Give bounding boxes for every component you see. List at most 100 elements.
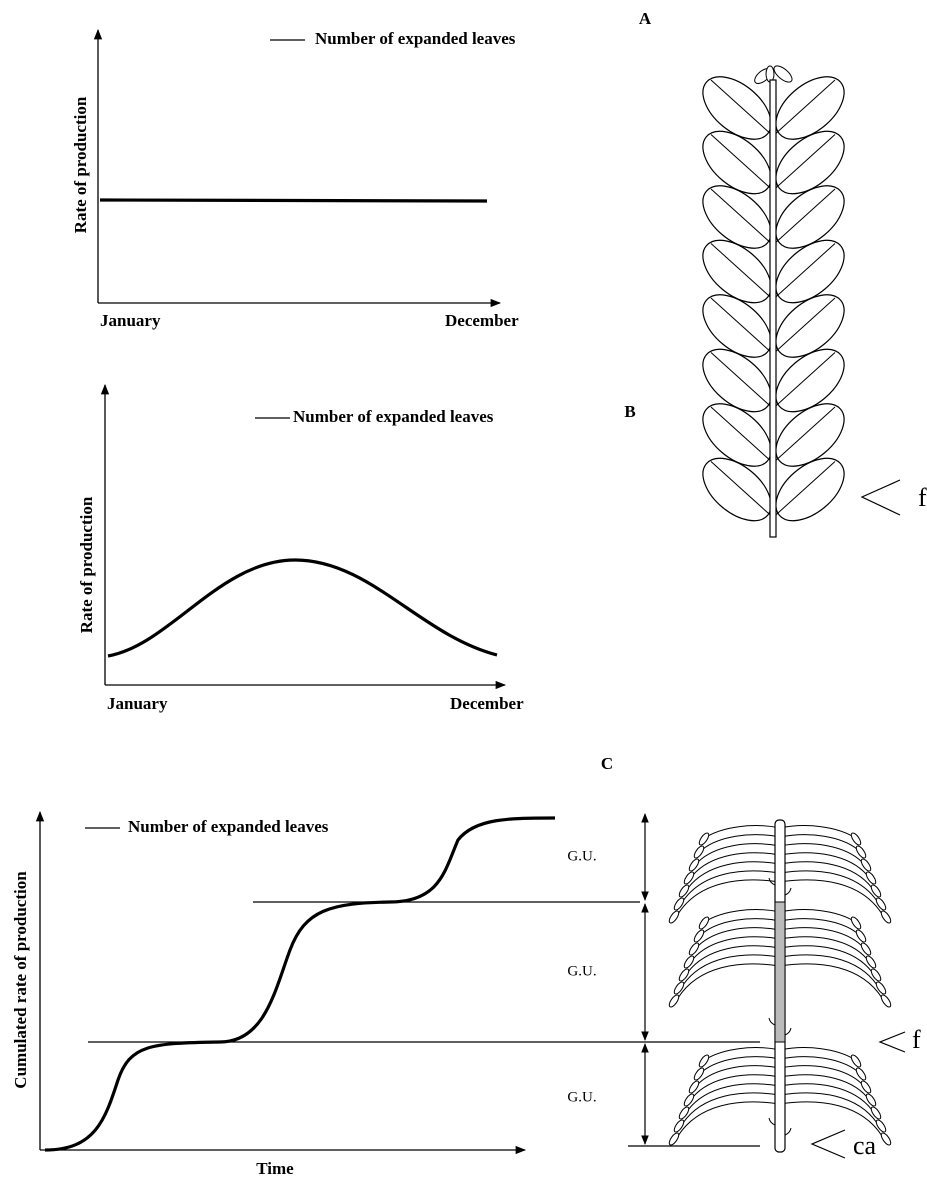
y-axis-label: Rate of production	[77, 496, 96, 633]
cataphyll	[784, 1027, 792, 1036]
leaflet-vein	[772, 297, 836, 355]
leaflet	[668, 1132, 680, 1146]
annotation: f	[912, 1025, 921, 1054]
y-axis-label: Cumulated rate of production	[11, 871, 30, 1089]
leaflet	[688, 1080, 700, 1094]
x-start-label: January	[100, 311, 161, 330]
leaflet-vein	[710, 352, 774, 409]
panel-label: C	[601, 754, 613, 773]
frond	[779, 927, 863, 947]
x-end-label: December	[450, 694, 524, 713]
leaflet	[865, 1093, 877, 1107]
arrow	[810, 1129, 846, 1159]
leaflet	[702, 403, 772, 467]
leaflet	[693, 929, 705, 943]
bud	[773, 65, 793, 83]
leaflet	[850, 832, 862, 846]
frond	[779, 963, 883, 999]
frond	[707, 825, 781, 837]
leaflet	[870, 1106, 882, 1120]
frond	[779, 1056, 858, 1072]
leaflet	[775, 239, 845, 304]
leaflet-vein	[772, 79, 836, 137]
frond	[707, 909, 781, 921]
leaflet	[855, 1067, 867, 1081]
leaflet	[698, 832, 710, 846]
annotation: ca	[853, 1131, 877, 1160]
frond	[682, 1092, 781, 1124]
leaflet	[850, 1054, 862, 1068]
leaflet	[775, 457, 845, 522]
leaflet-vein	[772, 461, 836, 518]
frond	[779, 879, 883, 915]
cataphyll	[768, 877, 776, 886]
leaflet	[702, 76, 772, 140]
leaflet	[875, 981, 887, 995]
leaflet	[678, 884, 690, 898]
leaflet-vein	[710, 406, 774, 464]
leaflet-vein	[710, 134, 774, 191]
panel-label: A	[639, 9, 652, 28]
frond	[677, 963, 781, 999]
leaflet	[860, 942, 872, 956]
leaflet-vein	[772, 188, 836, 246]
leaflet	[855, 845, 867, 859]
frond	[702, 1056, 781, 1072]
frond	[779, 945, 873, 973]
leaflet	[775, 348, 845, 413]
curve	[99, 198, 488, 203]
frond	[779, 918, 858, 934]
frond	[697, 927, 781, 947]
frond	[697, 1065, 781, 1085]
leaflet	[865, 871, 877, 885]
panel-a: A Number of expanded leaves Rate of prod…	[71, 9, 927, 538]
frond	[779, 954, 878, 986]
frond	[779, 936, 868, 960]
leaflet	[775, 76, 845, 140]
frond	[779, 1092, 878, 1124]
leaflet	[673, 1119, 685, 1133]
curve	[44, 816, 556, 1152]
frond	[779, 825, 853, 837]
frond	[702, 834, 781, 850]
leaflet-vein	[710, 79, 774, 137]
leaflet	[702, 185, 772, 249]
frond	[687, 1083, 781, 1111]
leaflet	[673, 897, 685, 911]
leaflet	[775, 185, 845, 249]
leaflet	[698, 1054, 710, 1068]
panel-b: B Number of expanded leaves Rate of prod…	[77, 383, 636, 713]
compound-leaf	[702, 65, 845, 538]
frond	[707, 1047, 781, 1059]
leaflet-vein	[772, 243, 836, 300]
frond	[779, 1047, 853, 1059]
leaflet	[698, 916, 710, 930]
leaflet	[775, 403, 845, 467]
leaflet	[688, 942, 700, 956]
leaflet-vein	[710, 243, 774, 300]
panel-label: B	[624, 402, 635, 421]
leaflet	[688, 858, 700, 872]
gu-label: G.U.	[567, 1089, 596, 1105]
frond	[687, 861, 781, 889]
legend-text: Number of expanded leaves	[293, 407, 494, 426]
leaflet	[870, 968, 882, 982]
leaflet	[875, 897, 887, 911]
x-start-label: January	[107, 694, 168, 713]
cataphyll	[768, 1017, 776, 1026]
x-axis-label: Time	[256, 1159, 294, 1178]
leaflet	[668, 994, 680, 1008]
leaflet	[870, 884, 882, 898]
cataphyll	[784, 887, 792, 896]
leaflet	[775, 294, 845, 358]
leaflet	[775, 130, 845, 195]
shoot-drawing	[668, 819, 892, 1153]
leaflet-vein	[772, 352, 836, 409]
curve	[107, 558, 498, 658]
frond	[779, 852, 868, 876]
frond	[697, 843, 781, 863]
annotation: f	[918, 483, 927, 512]
frond	[682, 870, 781, 902]
leaflet	[693, 1067, 705, 1081]
leaflet	[880, 994, 892, 1008]
